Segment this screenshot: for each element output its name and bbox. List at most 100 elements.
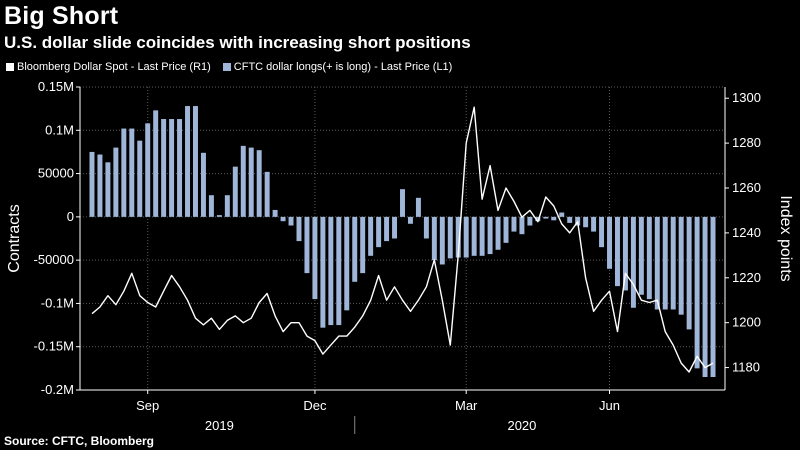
bar	[264, 171, 270, 217]
right-tick-label: 1280	[732, 135, 761, 150]
right-tick-label: 1180	[732, 360, 760, 375]
bar	[376, 216, 382, 248]
bar	[567, 216, 573, 223]
bar-series	[89, 106, 716, 378]
bar	[503, 216, 509, 243]
legend-label-dollar-spot: Bloomberg Dollar Spot - Last Price (R1)	[17, 61, 211, 73]
bar	[487, 216, 493, 255]
axes: 0.15M 0.1M 50000 0 -50000 -0.1M -0.15M -0.2M 130…	[6, 79, 794, 434]
bar	[535, 216, 541, 222]
line-dollar-spot	[91, 106, 714, 373]
bar	[654, 216, 660, 310]
bar	[519, 216, 525, 235]
bar	[463, 216, 469, 258]
bar	[543, 216, 549, 219]
legend-label-cftc: CFTC dollar longs(+ is long) - Last Pric…	[233, 61, 453, 73]
bar	[216, 215, 222, 217]
bar	[678, 216, 684, 315]
bar	[646, 216, 652, 300]
chart-title: Big Short	[4, 2, 119, 30]
bar	[185, 106, 191, 217]
left-tick-label: 0	[67, 209, 74, 224]
bar	[153, 110, 159, 217]
bar	[392, 216, 398, 239]
bar	[248, 147, 254, 217]
bar	[113, 147, 119, 217]
bar	[447, 216, 453, 259]
bar	[97, 154, 103, 217]
legend-swatch-bars	[222, 63, 231, 71]
bar	[607, 216, 612, 269]
bar	[129, 128, 135, 217]
bar	[400, 189, 405, 217]
left-axis-title: Contracts	[6, 204, 23, 272]
x-year-label: 2019	[205, 418, 234, 433]
bar	[256, 150, 262, 217]
left-tick-label: -0.15M	[34, 339, 74, 354]
bar	[479, 216, 485, 256]
left-tick-label: 0.15M	[38, 79, 74, 94]
bar	[320, 216, 326, 328]
bar	[312, 216, 318, 300]
bar	[527, 216, 533, 226]
bar	[622, 216, 628, 291]
bar	[193, 106, 198, 217]
x-month-label: Sep	[136, 398, 159, 413]
bar	[105, 162, 111, 217]
bar	[591, 216, 597, 232]
bar	[694, 216, 700, 369]
bar	[240, 145, 246, 217]
bar	[471, 216, 477, 256]
legend: Bloomberg Dollar Spot - Last Price (R1) …	[6, 61, 464, 73]
left-tick-label: -0.2M	[41, 382, 74, 397]
x-month-label: Mar	[455, 398, 478, 413]
source-note: Source: CFTC, Bloomberg	[4, 434, 155, 448]
grid	[80, 86, 725, 391]
x-month-label: Jun	[599, 398, 620, 413]
bar	[232, 166, 238, 217]
x-month-label: Dec	[303, 398, 327, 413]
bar	[145, 123, 151, 217]
chart-subtitle: U.S. dollar slide coincides with increas…	[4, 33, 471, 52]
line-series	[91, 106, 714, 373]
bar	[439, 216, 445, 265]
bar	[360, 216, 366, 274]
bar	[583, 216, 589, 228]
bar	[336, 216, 342, 326]
right-tick-label: 1300	[732, 90, 761, 105]
bar	[511, 216, 517, 232]
bar	[304, 216, 310, 274]
bar	[272, 209, 278, 217]
bar	[161, 119, 167, 217]
bar	[344, 216, 350, 311]
bar	[169, 119, 175, 217]
bar	[630, 216, 636, 308]
bar	[551, 216, 557, 221]
bar	[137, 140, 143, 217]
bar	[328, 216, 334, 326]
bar	[224, 195, 230, 217]
right-tick-label: 1260	[732, 180, 761, 195]
bar	[200, 152, 206, 217]
bar	[614, 216, 620, 287]
right-tick-label: 1220	[732, 270, 761, 285]
bar	[121, 128, 127, 217]
bar	[384, 216, 390, 242]
bar	[280, 216, 286, 222]
bar	[638, 216, 644, 295]
right-tick-label: 1240	[732, 225, 761, 240]
bar	[431, 216, 437, 261]
bar	[495, 216, 501, 250]
bar	[662, 216, 668, 310]
bar	[368, 216, 374, 256]
x-year-label: 2020	[507, 418, 536, 433]
bar	[670, 216, 676, 310]
bar	[686, 216, 692, 330]
bar	[455, 216, 461, 258]
left-tick-label: -0.1M	[41, 295, 74, 310]
right-axis-title: Index points	[777, 195, 794, 281]
bar	[407, 216, 413, 224]
bar	[352, 216, 358, 282]
bar	[208, 195, 214, 217]
